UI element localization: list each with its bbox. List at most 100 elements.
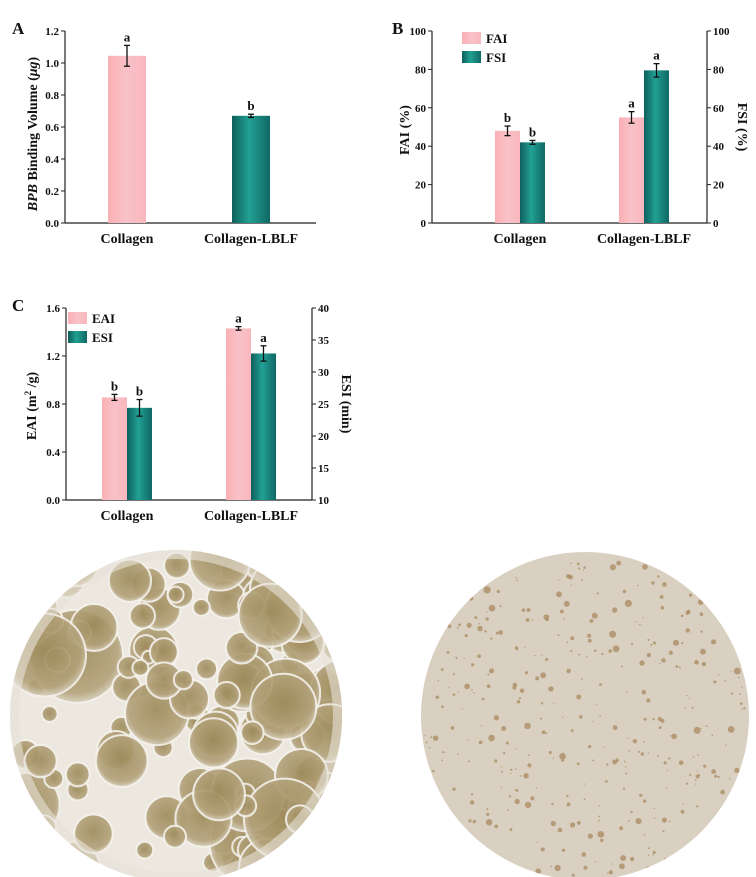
foam-bubble — [612, 645, 620, 653]
foam-bubble — [612, 725, 618, 731]
foam-bubble — [472, 819, 477, 824]
foam-bubble — [694, 660, 699, 665]
foam-bubble — [609, 564, 617, 571]
foam-bubble — [455, 656, 457, 658]
foam-bubble — [568, 575, 574, 580]
foam-bubble — [659, 595, 664, 599]
foam-bubble — [424, 624, 429, 629]
foam-bubble — [452, 693, 456, 696]
foam-bubble — [527, 763, 532, 768]
foam-bubble — [552, 757, 555, 759]
foam-bubble — [692, 556, 698, 562]
y-axis-label: FAI (%) — [398, 105, 413, 155]
foam-bubble — [584, 783, 586, 785]
x-tick-label: Collagen — [101, 509, 154, 524]
foam-bubble — [505, 741, 509, 745]
foam-bubble — [602, 834, 605, 837]
foam-bubble — [608, 649, 613, 653]
legend-swatch — [68, 331, 87, 343]
foam-bubble — [296, 550, 342, 598]
foam-bubble — [695, 783, 697, 785]
foam-bubble — [461, 836, 469, 844]
foam-bubble — [713, 680, 717, 684]
foam-bubble — [430, 824, 435, 828]
foam-bubble — [727, 726, 735, 733]
foam-bubble — [604, 780, 606, 783]
foam-bubble — [64, 761, 91, 788]
bar — [520, 142, 545, 223]
foam-bubble — [624, 599, 632, 608]
foam-bubble — [480, 725, 482, 727]
y-tick-label: 0.4 — [46, 447, 60, 459]
y2-tick-label: 35 — [318, 335, 330, 347]
foam-bubble — [94, 734, 149, 788]
foam-bubble — [570, 649, 573, 652]
foam-bubble — [579, 715, 583, 719]
foam-bubble — [477, 654, 481, 658]
foam-bubble — [237, 582, 303, 648]
foam-bubble — [553, 703, 555, 705]
foam-bubble — [510, 773, 512, 775]
foam-bubble — [708, 567, 711, 570]
foam-bubble — [587, 633, 592, 638]
foam-bubble — [191, 597, 211, 617]
foam-bubble — [738, 653, 744, 659]
foam-bubble — [524, 722, 531, 730]
foam-bubble — [745, 829, 747, 832]
foam-bubble — [488, 734, 495, 742]
foam-bubble — [187, 717, 240, 769]
foam-bubble — [741, 686, 743, 688]
y2-tick-label: 30 — [318, 367, 330, 379]
y-tick-label: 0.4 — [45, 154, 59, 166]
foam-bubble — [472, 802, 474, 804]
foam-bubble — [541, 730, 546, 735]
foam-bubble — [172, 669, 194, 691]
y-axis-label-close: ) — [26, 56, 41, 61]
y2-tick-label: 20 — [318, 431, 330, 443]
foam-bubble — [559, 609, 564, 614]
significance-letter: a — [260, 330, 267, 345]
foam-bubble — [477, 625, 483, 632]
foam-bubble — [468, 819, 472, 823]
foam-bubble — [561, 758, 565, 762]
foam-bubble — [425, 741, 428, 744]
foam-bubble — [469, 596, 474, 601]
foam-bubble — [515, 748, 517, 750]
foam-bubble — [652, 850, 656, 855]
foam-bubble — [703, 764, 707, 768]
foam-bubble — [606, 763, 609, 766]
foam-bubble — [586, 655, 588, 658]
foam-bubble — [432, 769, 435, 773]
foam-bubble — [566, 802, 571, 807]
y-tick-label: 0.0 — [46, 495, 60, 507]
foam-bubble — [528, 754, 530, 756]
foam-bubble — [550, 865, 553, 868]
foam-bubble — [41, 561, 63, 583]
foam-bubble — [576, 694, 582, 700]
foam-bubble — [515, 577, 517, 579]
foam-bubble — [663, 761, 667, 765]
y-tick-label: 0.8 — [46, 399, 60, 411]
foam-bubble — [741, 708, 743, 710]
legend-label: FAI — [486, 31, 507, 46]
foam-bubble — [436, 808, 438, 810]
foam-bubble — [501, 726, 507, 731]
foam-bubble — [620, 855, 627, 861]
foam-bubble — [695, 774, 700, 779]
foam-bubble — [26, 579, 48, 601]
foam-bubble — [419, 791, 421, 793]
foam-bubble — [576, 562, 580, 566]
foam-bubble — [639, 623, 641, 626]
foam-bubble — [540, 847, 545, 852]
foam-bubble — [714, 774, 718, 778]
foam-bubble — [647, 752, 649, 754]
foam-bubble — [642, 799, 647, 803]
foam-bubble — [471, 663, 475, 667]
foam-bubble — [450, 859, 454, 862]
foam-bubble — [457, 691, 459, 693]
foam-bubble — [739, 702, 743, 706]
foam-bubble — [545, 657, 549, 661]
foam-bubble — [628, 819, 630, 822]
foam-bubble — [10, 586, 22, 609]
